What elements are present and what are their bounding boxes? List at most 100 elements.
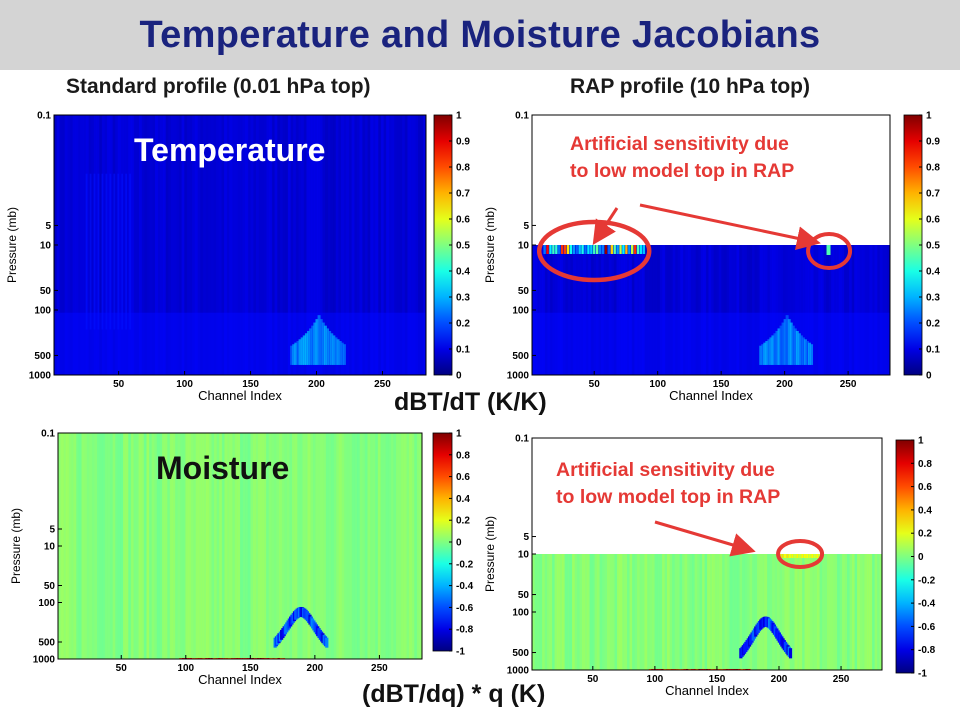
y-tick-label: 1000 bbox=[33, 655, 56, 666]
colorbar-tick-label: 0.5 bbox=[926, 241, 940, 252]
x-tick-label: 250 bbox=[374, 379, 391, 390]
x-tick-label: 50 bbox=[113, 379, 125, 390]
annotation-arrow bbox=[639, 203, 821, 251]
y-tick-label: 1000 bbox=[507, 371, 530, 382]
panel-overlay-label: Temperature bbox=[134, 132, 325, 168]
x-tick-label: 200 bbox=[776, 379, 793, 390]
colorbar-tick-label: -0.8 bbox=[918, 645, 936, 656]
colorbar-tick-label: 0.5 bbox=[456, 241, 470, 252]
y-axis-label: Pressure (mb) bbox=[5, 207, 19, 283]
y-tick-label: 10 bbox=[518, 550, 530, 561]
temp-standard-field bbox=[54, 115, 426, 375]
y-tick-label: 500 bbox=[512, 648, 529, 659]
x-tick-label: 100 bbox=[177, 663, 194, 674]
colorbar-tick-label: 0.4 bbox=[456, 494, 470, 505]
colorbar-tick-label: -1 bbox=[456, 647, 465, 658]
x-tick-label: 50 bbox=[116, 663, 128, 674]
y-tick-label: 100 bbox=[512, 306, 529, 317]
colorbar-tick-label: 0.4 bbox=[926, 267, 940, 278]
colorbar-tick-label: 0.8 bbox=[926, 163, 940, 174]
y-tick-label: 10 bbox=[40, 241, 52, 252]
x-tick-label: 50 bbox=[589, 379, 601, 390]
above-model-top bbox=[532, 438, 882, 554]
y-tick-label: 50 bbox=[44, 581, 56, 592]
y-tick-label: 100 bbox=[512, 608, 529, 619]
colorbar-tick-label: 0.1 bbox=[456, 345, 470, 356]
y-tick-label: 10 bbox=[518, 241, 530, 252]
colorbar-tick-label: -0.6 bbox=[456, 603, 474, 614]
x-tick-label: 150 bbox=[242, 663, 259, 674]
low-level-band bbox=[54, 312, 426, 375]
y-tick-label: 50 bbox=[518, 286, 530, 297]
colorbar-tick-label: 0.7 bbox=[456, 189, 470, 200]
colorbar-tick-label: 0.2 bbox=[926, 319, 940, 330]
y-tick-label: 5 bbox=[45, 221, 51, 232]
panel-overlay-label: Moisture bbox=[156, 450, 289, 486]
colorbar-tick-label: 0.9 bbox=[926, 137, 940, 148]
x-tick-label: 250 bbox=[833, 674, 850, 685]
y-tick-label: 100 bbox=[38, 598, 55, 609]
x-tick-label: 250 bbox=[371, 663, 388, 674]
y-axis-label: Pressure (mb) bbox=[483, 516, 497, 592]
left-column-heading: Standard profile (0.01 hPa top) bbox=[66, 75, 371, 98]
colorbar-tick-label: 0.6 bbox=[456, 472, 470, 483]
x-tick-label: 150 bbox=[713, 379, 730, 390]
colorbar-tick-label: 0.1 bbox=[926, 345, 940, 356]
y-tick-label: 0.1 bbox=[37, 111, 51, 122]
x-tick-label: 150 bbox=[709, 674, 726, 685]
x-tick-label: 250 bbox=[840, 379, 857, 390]
highlight-ellipse bbox=[806, 232, 853, 270]
moist-standard-field bbox=[58, 433, 422, 659]
y-tick-label: 5 bbox=[49, 524, 55, 535]
colorbar-tick-label: 0.2 bbox=[456, 319, 470, 330]
colorbar-tick-label: 0.4 bbox=[918, 505, 932, 516]
colorbar-tick-label: 0.3 bbox=[926, 293, 940, 304]
annotation-arrow bbox=[654, 520, 756, 557]
y-tick-label: 0.1 bbox=[515, 434, 529, 445]
colorbar-tick-label: 0.2 bbox=[918, 529, 932, 540]
x-tick-label: 100 bbox=[649, 379, 666, 390]
colorbar-tick-label: -0.2 bbox=[456, 559, 474, 570]
y-tick-label: 100 bbox=[34, 306, 51, 317]
colorbar-tick-label: 1 bbox=[918, 436, 924, 447]
colorbar-tick-label: 0 bbox=[918, 552, 924, 563]
y-tick-label: 500 bbox=[34, 351, 51, 362]
y-tick-label: 10 bbox=[44, 542, 56, 553]
right-column-heading: RAP profile (10 hPa top) bbox=[570, 75, 810, 98]
annotation-text: to low model top in RAP bbox=[556, 486, 780, 508]
x-axis-label: Channel Index bbox=[669, 388, 753, 403]
colorbar-tick-label: 0.2 bbox=[456, 516, 470, 527]
colorbar-tick-label: 0.7 bbox=[926, 189, 940, 200]
y-tick-label: 5 bbox=[523, 532, 529, 543]
x-axis-label: Channel Index bbox=[198, 672, 282, 687]
y-tick-label: 0.1 bbox=[515, 111, 529, 122]
colorbar-tick-label: 0 bbox=[926, 371, 932, 382]
y-tick-label: 500 bbox=[512, 351, 529, 362]
colorbar-tick-label: 1 bbox=[456, 111, 462, 122]
x-tick-label: 200 bbox=[308, 379, 325, 390]
y-tick-label: 50 bbox=[40, 286, 52, 297]
y-axis-label: Pressure (mb) bbox=[9, 508, 23, 584]
colorbar-tick-label: 0.6 bbox=[918, 482, 932, 493]
colorbar-tick-label: 0.6 bbox=[926, 215, 940, 226]
title-bar bbox=[0, 0, 960, 70]
colorbar-tick-label: 0 bbox=[456, 371, 462, 382]
y-tick-label: 1000 bbox=[29, 371, 52, 382]
colorbar-tick-label: 0.8 bbox=[456, 450, 470, 461]
colorbar-tick-label: 0.4 bbox=[456, 267, 470, 278]
x-tick-label: 200 bbox=[771, 674, 788, 685]
annotation-text: Artificial sensitivity due bbox=[570, 133, 789, 155]
colorbar-tick-label: -1 bbox=[918, 669, 927, 680]
x-tick-label: 150 bbox=[242, 379, 259, 390]
colorbar-tick-label: 0.8 bbox=[456, 163, 470, 174]
y-tick-label: 0.1 bbox=[41, 429, 55, 440]
colorbar-tick-label: -0.8 bbox=[456, 625, 474, 636]
x-tick-label: 200 bbox=[307, 663, 324, 674]
colorbar-tick-label: -0.4 bbox=[456, 581, 474, 592]
x-tick-label: 100 bbox=[647, 674, 664, 685]
